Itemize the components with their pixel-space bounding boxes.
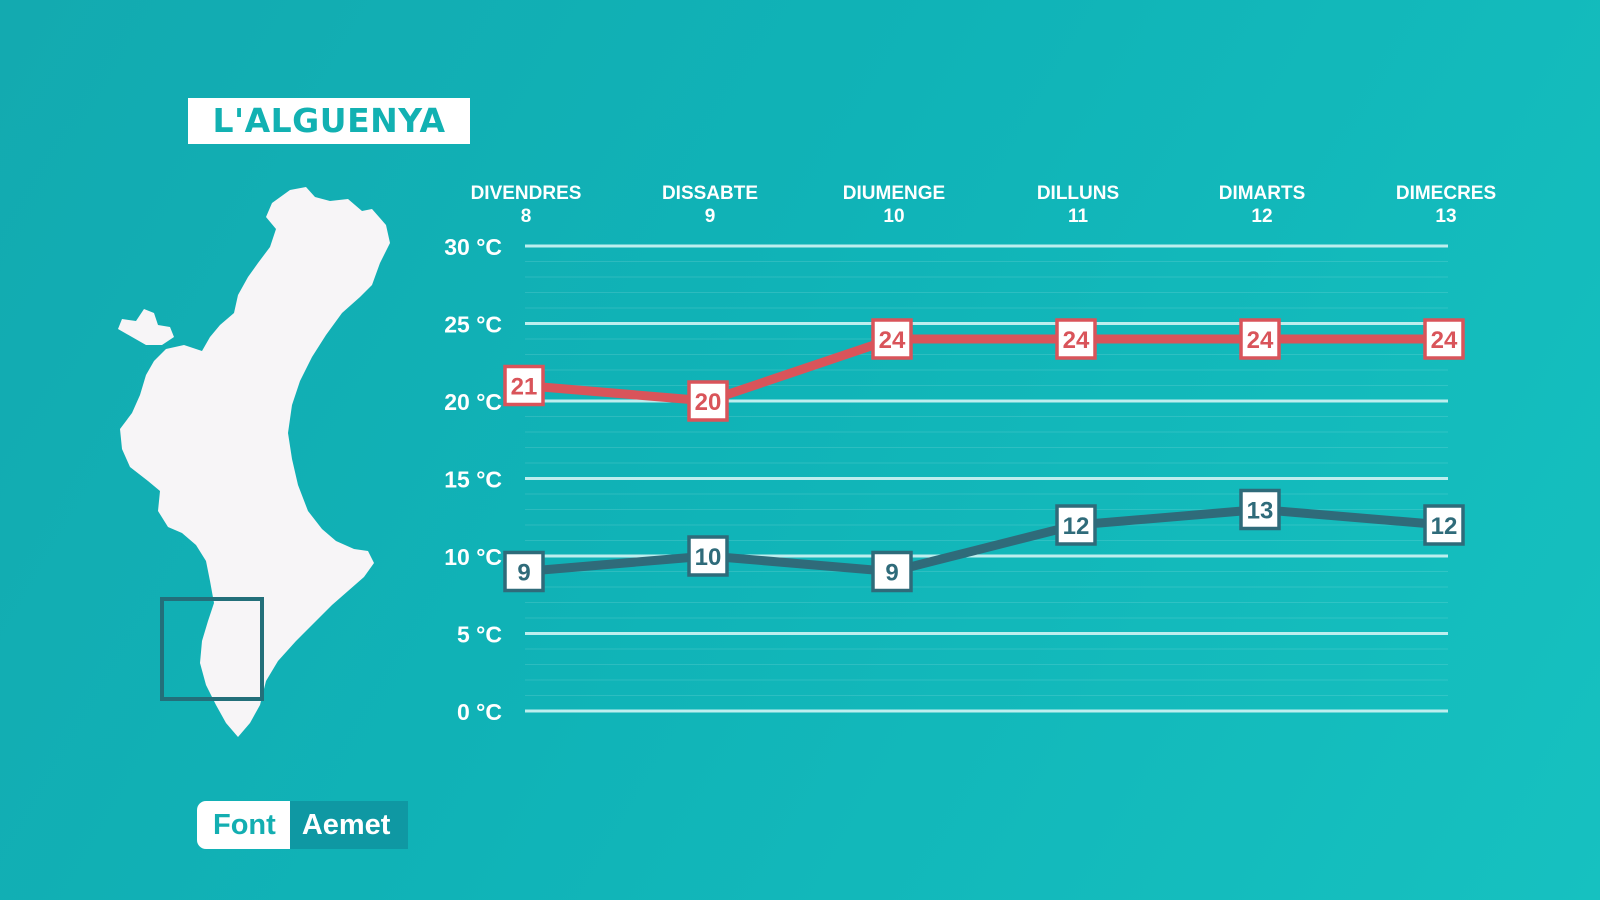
day-number-label: 10 <box>883 206 904 227</box>
max-temperature-line <box>519 334 1449 406</box>
min-point-marker <box>1423 504 1465 546</box>
max-point-marker <box>1055 318 1097 360</box>
min-point-marker <box>871 550 913 593</box>
day-label: DIMECRES <box>1396 183 1496 204</box>
source-badge: Font Aemet <box>197 801 409 849</box>
day-label: DISSABTE <box>662 183 758 204</box>
region-map-icon <box>118 187 390 737</box>
max-value-label: 21 <box>511 374 538 401</box>
source-value: Aemet <box>289 801 409 849</box>
min-value-label: 9 <box>517 560 530 587</box>
day-number-label: 11 <box>1068 206 1089 227</box>
max-point-marker <box>687 380 729 422</box>
max-value-label: 24 <box>1431 327 1458 354</box>
max-point-marker <box>871 318 913 360</box>
y-tick-label: 25 °C <box>444 312 502 338</box>
max-value-label: 24 <box>1247 327 1274 354</box>
day-label: DIMARTS <box>1219 183 1306 204</box>
min-point-marker <box>687 535 729 577</box>
region-map-shape <box>120 187 390 737</box>
max-point-marker <box>1239 318 1281 360</box>
min-temperature-line <box>519 505 1449 576</box>
y-tick-label: 20 °C <box>444 389 502 415</box>
y-tick-label: 15 °C <box>444 467 502 493</box>
max-value-label: 24 <box>879 327 906 354</box>
max-point-marker <box>503 364 545 407</box>
day-number-label: 9 <box>705 206 716 227</box>
day-label: DIVENDRES <box>471 183 582 204</box>
min-point-marker <box>1055 504 1097 546</box>
max-point-marker <box>1423 318 1465 360</box>
day-number-label: 13 <box>1435 206 1456 227</box>
location-square-icon <box>160 597 264 701</box>
max-value-label: 24 <box>1063 327 1090 354</box>
y-tick-label: 30 °C <box>444 234 502 260</box>
day-number-label: 12 <box>1251 206 1272 227</box>
min-value-label: 12 <box>1431 513 1458 540</box>
min-value-label: 9 <box>885 560 898 587</box>
day-label: DIUMENGE <box>843 183 945 204</box>
region-title: L'ALGUENYA <box>188 98 470 144</box>
y-tick-label: 10 °C <box>444 544 502 570</box>
y-tick-label: 5 °C <box>457 622 502 648</box>
min-value-label: 12 <box>1063 513 1090 540</box>
max-value-label: 20 <box>695 389 722 416</box>
enclave-shape <box>118 309 174 345</box>
day-number-label: 8 <box>521 206 532 227</box>
min-point-marker <box>1239 488 1281 531</box>
min-value-label: 13 <box>1247 498 1274 525</box>
source-label: Font <box>197 801 290 849</box>
day-label: DILLUNS <box>1037 183 1119 204</box>
y-tick-label: 0 °C <box>457 699 502 725</box>
min-point-marker <box>503 550 545 593</box>
min-value-label: 10 <box>695 544 722 571</box>
